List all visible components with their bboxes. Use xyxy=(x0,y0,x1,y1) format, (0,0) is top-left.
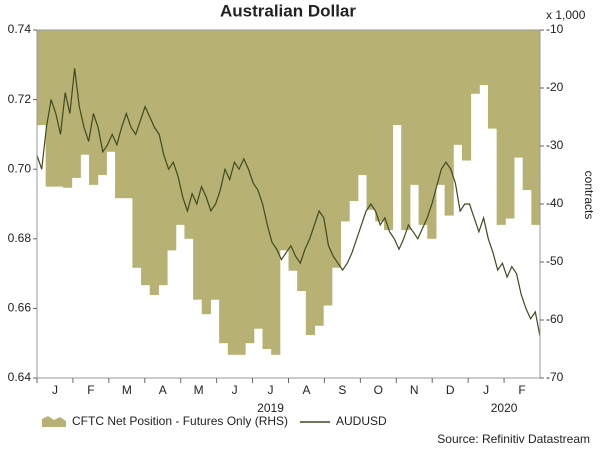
area-step xyxy=(314,30,324,326)
y2-tick-label: -10 xyxy=(546,22,564,36)
x-tick-label: J xyxy=(232,383,238,397)
x-tick-label: M xyxy=(194,383,204,397)
x-tick-label: J xyxy=(483,383,489,397)
x-tick-label: F xyxy=(87,383,94,397)
area-step xyxy=(219,30,229,344)
area-step xyxy=(357,30,368,175)
area-step xyxy=(167,30,177,251)
area-step xyxy=(435,30,446,185)
line xyxy=(36,68,541,337)
area-step xyxy=(123,30,133,199)
area-step xyxy=(505,30,515,219)
y2-tick-label: -50 xyxy=(546,254,564,268)
area-step xyxy=(288,30,298,271)
area-step xyxy=(487,30,498,129)
area-step xyxy=(331,30,342,268)
area-step xyxy=(444,30,454,216)
area-step xyxy=(479,30,489,86)
area-step xyxy=(245,30,255,344)
area-step xyxy=(513,30,524,158)
x-tick-label: A xyxy=(159,383,167,397)
area-step xyxy=(522,30,532,191)
area-step xyxy=(184,30,194,239)
y-tick-label: 0.72 xyxy=(8,92,32,106)
y2-tick-label: -20 xyxy=(546,80,564,94)
area-step xyxy=(401,30,411,231)
area-step xyxy=(297,30,307,291)
legend-swatch xyxy=(42,416,66,427)
area-step xyxy=(37,30,47,126)
area-step xyxy=(106,30,116,152)
area-step xyxy=(253,30,263,329)
x-tick-label: O xyxy=(374,383,383,397)
area-step xyxy=(366,30,376,210)
area-step xyxy=(89,30,99,185)
area-step xyxy=(175,30,185,225)
y2-tick-label: -70 xyxy=(546,370,564,384)
x-tick-label: F xyxy=(518,383,525,397)
y2-tick-label: -30 xyxy=(546,138,564,152)
area-step xyxy=(531,30,541,225)
area-step xyxy=(71,30,81,178)
area-step xyxy=(63,30,73,188)
area-step xyxy=(427,30,437,239)
area-step xyxy=(236,30,246,355)
x-tick-label: M xyxy=(122,383,132,397)
y2-tick-label: -60 xyxy=(546,312,564,326)
x-tick-label: N xyxy=(410,383,419,397)
area-step xyxy=(409,30,420,185)
area-step xyxy=(54,30,64,187)
x-tick-label: J xyxy=(52,383,58,397)
area-step xyxy=(496,30,506,225)
area-step xyxy=(227,30,237,355)
area-step xyxy=(149,30,159,296)
area-step xyxy=(349,30,359,202)
area-step xyxy=(392,30,402,126)
area-step xyxy=(193,30,203,300)
y-tick-label: 0.64 xyxy=(8,370,32,384)
y2-tick-label: -40 xyxy=(546,196,564,210)
area-step xyxy=(158,30,168,286)
area-step xyxy=(201,30,211,315)
area-step xyxy=(271,30,281,355)
area-step xyxy=(305,30,316,336)
area-step xyxy=(97,30,107,175)
legend-label: AUDUSD xyxy=(336,414,387,428)
y-tick-label: 0.74 xyxy=(8,22,32,36)
area-step xyxy=(132,30,142,268)
y-tick-label: 0.68 xyxy=(8,231,32,245)
area-step xyxy=(461,30,472,161)
area-step xyxy=(262,30,272,349)
source: Source: Refinitiv Datastream xyxy=(437,432,590,446)
chart-title: Australian Dollar xyxy=(220,1,356,20)
year-label: 2019 xyxy=(257,401,284,415)
x-tick-label: J xyxy=(268,383,274,397)
x-tick-label: D xyxy=(446,383,455,397)
area-step xyxy=(418,30,428,225)
area-step xyxy=(115,30,125,199)
y2-unit: x 1,000 xyxy=(546,8,586,22)
legend-label: CFTC Net Position - Futures Only (RHS) xyxy=(72,414,288,428)
area-step xyxy=(323,30,333,306)
year-label: 2020 xyxy=(491,401,518,415)
area-step xyxy=(470,30,480,94)
area-step xyxy=(340,30,350,222)
area-step xyxy=(80,30,90,155)
area-step xyxy=(375,30,385,222)
x-tick-label: A xyxy=(302,383,310,397)
area-step xyxy=(453,30,463,145)
y-tick-label: 0.66 xyxy=(8,301,32,315)
area-step xyxy=(210,30,220,300)
area-step xyxy=(141,30,151,286)
area-step xyxy=(45,30,55,187)
y-tick-label: 0.70 xyxy=(8,161,32,175)
y2-axis-label: contracts xyxy=(582,171,596,220)
area-step xyxy=(383,30,394,231)
area-step xyxy=(279,30,289,251)
x-tick-label: S xyxy=(338,383,346,397)
